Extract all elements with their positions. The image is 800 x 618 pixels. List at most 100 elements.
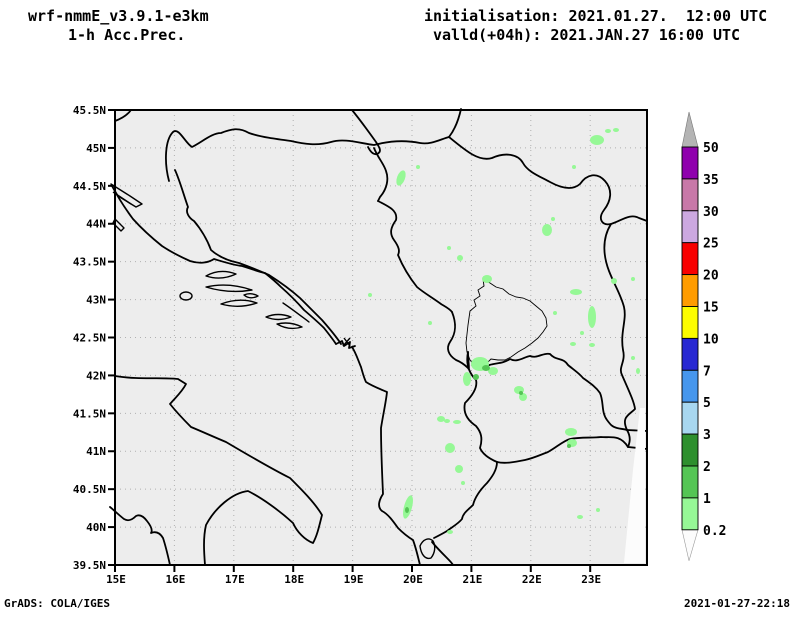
colorbar-segment [681,369,699,403]
colorbar-over-arrow [681,111,699,148]
colorbar-label: 25 [703,237,719,252]
coast-kotor [335,340,356,349]
precip-patch [447,530,453,534]
colorbar-under-arrow [681,529,699,561]
precip-patch [553,311,557,315]
lon-tick-label: 23E [581,573,601,586]
border-slovenia-croatia [114,109,132,122]
precip-patch [453,420,461,424]
lat-tick-label: 44.5N [73,180,106,193]
border-serbia-bulgaria [603,223,636,431]
precip-patch [482,365,490,371]
precip-patch [590,135,604,145]
colorbar-legend: 50 35 30 25 20 15 10 7 5 3 2 1 0.2 [681,111,726,561]
precip-patch [482,275,492,283]
island-solta [243,293,259,299]
axis-ticks [108,109,592,572]
border-danube-east [448,136,648,226]
lat-tick-label: 42.5N [73,331,106,344]
valid-time-label: valld(+04h): 2021.JAN.27 16:00 UTC [433,26,741,44]
precip-patch [605,129,611,133]
coast-italy-tyrrhenian [109,506,171,566]
precip-patch [461,481,465,485]
border-sava [165,128,450,182]
model-domain-edge [624,408,645,563]
precip-patch [396,170,406,186]
colorbar-segment [681,433,699,467]
border-montenegro-kosovo [447,311,470,370]
colorbar-label: 2 [703,460,711,475]
model-title: wrf-nmmE_v3.9.1-e3km [28,7,209,25]
border-serbia-macedonia [482,352,628,431]
lat-tick-label: 41.5N [73,407,106,420]
longitude-axis: 15E 16E 17E 18E 19E 20E 21E 22E 23E [106,573,601,586]
colorbar-label: 20 [703,269,719,284]
grid-lines [115,110,647,565]
colorbar-segment [681,306,699,339]
lat-tick-label: 43N [86,294,106,307]
colorbar-label: 15 [703,301,719,316]
colorbar-segment [681,274,699,307]
colorbar-segment [681,178,699,212]
precip-patch [567,444,571,448]
lon-tick-label: 20E [403,573,423,586]
precipitation-patches [368,128,640,534]
lat-tick-label: 40N [86,521,106,534]
lat-tick-label: 45N [86,142,106,155]
island-kornati-1 [205,284,253,293]
precip-patch [565,428,577,436]
precip-patch [631,356,635,360]
lat-tick-label: 41N [86,445,106,458]
island-corfu [419,538,436,560]
precip-patch [416,165,420,169]
precip-patch [631,277,635,281]
lat-tick-label: 45.5N [73,104,106,117]
border-croatia-bosnia [174,169,342,345]
island-hvar [265,313,292,321]
adriatic-islands [110,183,436,560]
lon-tick-label: 21E [462,573,482,586]
precip-patch [463,372,471,386]
colorbar-label: 50 [703,141,719,156]
border-drina-upper [373,147,389,202]
precip-patch [403,495,413,519]
precip-patch [596,508,600,512]
precip-patch [445,443,455,453]
precip-patch [455,465,463,473]
precip-patch [611,278,617,284]
colorbar-label: 3 [703,428,711,443]
island-kornati-2 [220,299,258,307]
lon-tick-label: 18E [284,573,304,586]
precip-patch [405,507,409,513]
precip-patch [588,306,596,328]
grads-credit: GrADS: COLA/IGES [4,597,110,610]
colorbar-segment [681,146,699,180]
colorbar-label: 30 [703,205,719,220]
precip-patch [570,342,576,346]
colorbar-segment [681,465,699,499]
colorbar-label: 10 [703,332,719,347]
kotor-bay-mark [342,337,351,347]
border-albania-greece [433,461,498,539]
colorbar-segment [681,497,699,531]
creation-timestamp: 2021-01-27-22:18 [684,597,790,610]
lat-tick-label: 39.5N [73,559,106,572]
colorbar-segment [681,210,699,244]
border-danube-hook [351,109,381,156]
lon-tick-label: 22E [522,573,542,586]
island-dugi-otok [205,270,237,279]
precip-patch [457,255,463,261]
lon-tick-label: 16E [165,573,185,586]
precip-patch [551,217,555,221]
island-small [112,218,125,232]
colorbar-label: 35 [703,173,719,188]
precip-patch [519,391,523,395]
colorbar-label: 7 [703,364,711,379]
colorbar-label: 5 [703,396,711,411]
precip-patch [473,374,479,380]
precip-patch [572,165,576,169]
precip-patch [542,224,552,236]
lat-tick-label: 43.5N [73,256,106,269]
coast-croatia [111,185,337,345]
